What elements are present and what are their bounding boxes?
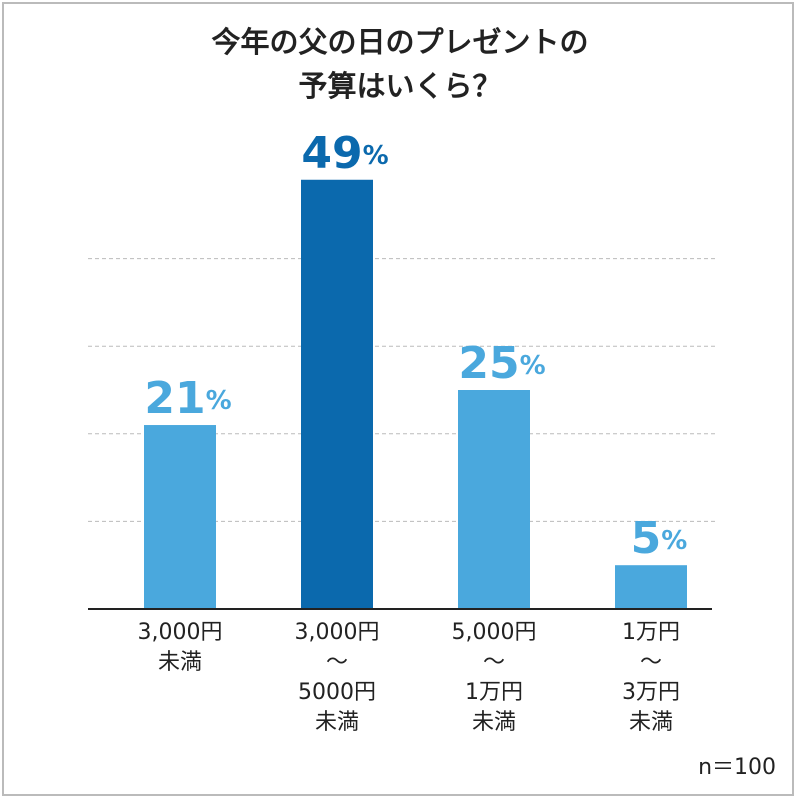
- x-tick-label: 5,000円～ 1万円未満: [452, 620, 537, 735]
- x-tick-label: 3,000円未満: [138, 620, 223, 675]
- value-label: 49%: [301, 128, 388, 179]
- x-tick-label: 1万円～ 3万円未満: [622, 620, 680, 735]
- value-label: 25%: [458, 338, 545, 389]
- value-label: 5%: [631, 513, 688, 564]
- chart-title: 今年の父の日のプレゼントの: [211, 25, 588, 59]
- bar: [144, 425, 216, 609]
- x-tick-label: 3,000円～ 5000円未満: [295, 620, 380, 735]
- bar: [615, 565, 687, 609]
- note: n＝100: [698, 755, 776, 780]
- value-label: 21%: [144, 373, 231, 424]
- chart-title: 予算はいくら？: [298, 69, 501, 103]
- bar: [301, 179, 373, 609]
- bar: [458, 390, 530, 609]
